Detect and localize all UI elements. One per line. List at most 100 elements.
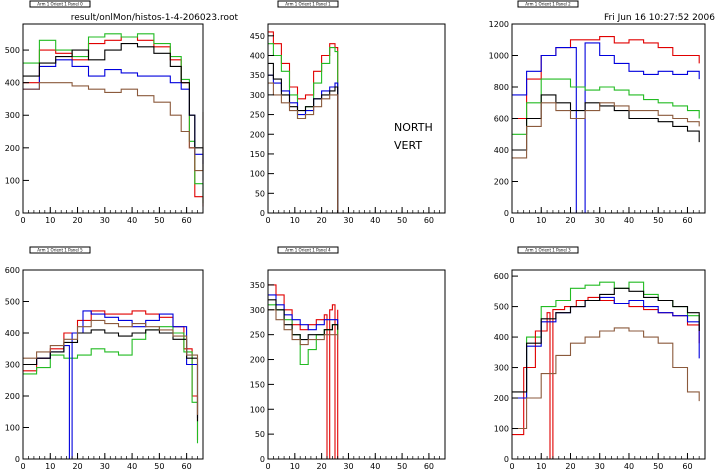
panel-title-box: [29, 246, 91, 254]
x-tick-label: 10: [536, 216, 546, 225]
histogram-series-red: [512, 296, 700, 460]
x-tick-label: 20: [317, 462, 327, 469]
y-tick-label: 100: [494, 425, 509, 434]
histogram-series-red: [268, 31, 339, 213]
x-tick-label: 20: [317, 216, 327, 225]
y-tick-label: 300: [494, 364, 509, 373]
plot-frame: [22, 23, 204, 214]
y-tick-label: 400: [494, 333, 509, 342]
panel-title: Arm 1 Orient 1 Panel 1: [285, 2, 331, 7]
panel-title: Arm 1 Orient 1 Panel 4: [285, 248, 331, 253]
y-tick-label: 100: [5, 424, 20, 433]
y-tick-label: 600: [5, 266, 20, 275]
y-tick-label: 400: [5, 79, 20, 88]
histogram-series-blue: [23, 59, 204, 165]
histogram-series-green: [23, 326, 199, 444]
x-tick-label: 60: [424, 462, 434, 469]
histogram-series-blue: [268, 74, 339, 213]
x-tick-label: 50: [154, 216, 164, 225]
x-tick-label: 50: [397, 462, 407, 469]
y-tick-label: 1000: [489, 52, 509, 61]
x-tick-label: 60: [182, 462, 192, 469]
y-tick-label: 500: [5, 46, 20, 55]
histogram-series-black: [512, 287, 700, 393]
y-tick-label: 0: [504, 209, 509, 218]
x-tick-label: 10: [45, 462, 55, 469]
x-tick-label: 20: [72, 216, 82, 225]
y-tick-label: 300: [250, 91, 265, 100]
x-tick-label: 60: [182, 216, 192, 225]
histogram-series-brown: [23, 82, 204, 172]
y-tick-label: 500: [494, 303, 509, 312]
histogram-series-blue: [512, 42, 700, 214]
x-tick-label: 30: [343, 216, 353, 225]
x-tick-label: 10: [290, 216, 300, 225]
y-tick-label: 100: [5, 176, 20, 185]
y-tick-label: 150: [250, 380, 265, 389]
x-tick-label: 10: [290, 462, 300, 469]
histogram-series-brown: [268, 309, 339, 346]
x-tick-label: 30: [595, 216, 605, 225]
y-tick-label: 0: [15, 455, 20, 464]
histogram-panel: Arm 1 Orient 1 Panel 30 10 20 30 40 50 6001002…: [494, 246, 706, 469]
x-tick-label: 10: [536, 462, 546, 469]
histogram-panel: Arm 1 Orient 1 Panel 50 10 20 30 40 50 6001002…: [5, 246, 204, 469]
x-tick-label: 30: [100, 462, 110, 469]
y-tick-label: 300: [5, 111, 20, 120]
x-tick-label: 0: [509, 462, 514, 469]
x-tick-label: 10: [45, 216, 55, 225]
histogram-series-green: [268, 43, 339, 213]
x-tick-label: 0: [265, 216, 270, 225]
x-tick-label: 40: [624, 462, 634, 469]
plot-frame: [511, 269, 706, 460]
panel-title: Arm 1 Orient 1 Panel 3: [525, 248, 571, 253]
y-tick-label: 600: [494, 115, 509, 124]
annotation-north: NORTH: [394, 121, 433, 134]
x-tick-label: 60: [424, 216, 434, 225]
histogram-panel: Arm 1 Orient 1 Panel 1 0 10 20 30 40 50 60 0 50 10…: [250, 0, 446, 225]
histogram-series-blue: [268, 294, 339, 331]
x-tick-label: 50: [653, 462, 663, 469]
y-tick-label: 100: [250, 405, 265, 414]
y-tick-label: 200: [494, 178, 509, 187]
date-stamp: Fri Jun 16 10:27:52 2006: [604, 13, 715, 23]
y-tick-label: 200: [250, 130, 265, 139]
x-tick-label: 20: [72, 462, 82, 469]
y-tick-label: 250: [250, 111, 265, 120]
x-tick-label: 40: [370, 216, 380, 225]
histogram-series-brown: [268, 82, 339, 213]
y-tick-label: 500: [5, 298, 20, 307]
y-tick-label: 200: [494, 394, 509, 403]
x-tick-label: 0: [20, 216, 25, 225]
y-tick-label: 1200: [489, 20, 509, 29]
y-tick-label: 450: [250, 32, 265, 41]
y-tick-label: 350: [250, 281, 265, 290]
histogram-series-green: [512, 281, 700, 399]
panel-title-box: [517, 246, 579, 254]
x-tick-label: 50: [653, 216, 663, 225]
histogram-series-black: [268, 299, 339, 341]
annotation-vert: VERT: [394, 139, 422, 152]
histogram-series-brown: [23, 319, 199, 415]
y-tick-label: 600: [494, 272, 509, 281]
y-tick-label: 50: [255, 189, 265, 198]
histogram-series-blue: [512, 296, 700, 399]
x-tick-label: 40: [370, 462, 380, 469]
y-tick-label: 0: [260, 209, 265, 218]
histogram-series-green: [512, 78, 700, 135]
histogram-series-brown: [512, 327, 700, 430]
panel-title: Arm 1 Orient 1 Panel 5: [37, 248, 83, 253]
y-tick-label: 200: [5, 144, 20, 153]
y-tick-label: 350: [250, 71, 265, 80]
panel-title-box: [517, 0, 579, 8]
histogram-series-brown: [512, 102, 700, 159]
x-tick-label: 40: [127, 216, 137, 225]
panel-grid: Arm 1 Orient 1 Panel 00 10 20 30 40 50 6001002…: [5, 0, 706, 469]
y-tick-label: 800: [494, 83, 509, 92]
x-tick-label: 50: [397, 216, 407, 225]
x-tick-label: 0: [265, 462, 270, 469]
y-tick-label: 0: [15, 209, 20, 218]
y-tick-label: 0: [504, 455, 509, 464]
panel-title-box: [29, 0, 91, 8]
